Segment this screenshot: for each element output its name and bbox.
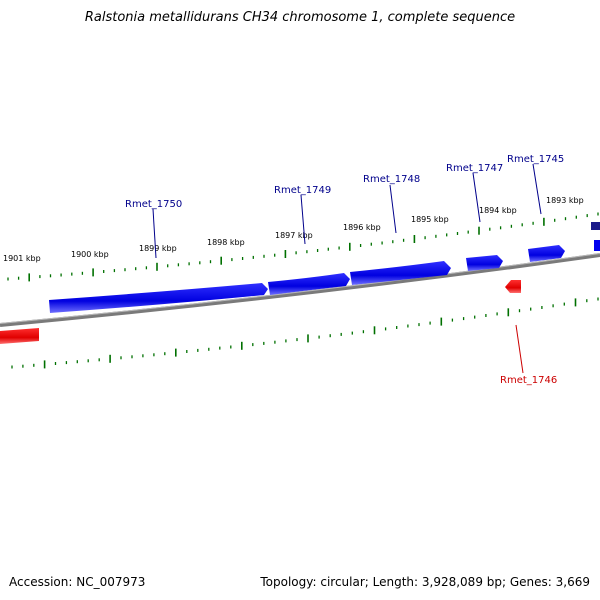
gene-label-rmet-1746[interactable]: Rmet_1746 — [500, 375, 557, 386]
kbp-label: 1893 kbp — [546, 196, 584, 205]
forward-strand-genes — [49, 222, 600, 313]
kbp-label: 1900 kbp — [71, 250, 109, 259]
gene-rmet-1748[interactable] — [350, 261, 451, 285]
gene-label-rmet-1748[interactable]: Rmet_1748 — [363, 174, 420, 185]
genome-summary-text: Topology: circular; Length: 3,928,089 bp… — [260, 575, 590, 589]
gene-label-rmet-1745[interactable]: Rmet_1745 — [507, 154, 564, 165]
gene-label-lines — [152, 163, 542, 374]
gene-rmet-1746[interactable] — [505, 280, 521, 293]
kbp-label: 1894 kbp — [479, 206, 517, 215]
accession-text: Accession: NC_007973 — [9, 575, 146, 589]
kbp-label: 1897 kbp — [275, 231, 313, 240]
outer-tick-track — [7, 212, 599, 282]
kbp-label: 1896 kbp — [343, 223, 381, 232]
gene-label-rmet-1749[interactable]: Rmet_1749 — [274, 185, 331, 196]
gene-partial-edge — [594, 240, 600, 251]
genome-backbone-highlight — [0, 253, 600, 324]
gene-partial-edge — [591, 222, 600, 230]
gene-labels: Rmet_1750 Rmet_1749 Rmet_1748 Rmet_1747 … — [125, 154, 564, 386]
gene-rmet-1750[interactable] — [49, 283, 268, 313]
gene-partial-left — [0, 328, 39, 344]
gene-label-rmet-1747[interactable]: Rmet_1747 — [446, 163, 503, 174]
kbp-label: 1898 kbp — [207, 238, 245, 247]
gene-rmet-1749[interactable] — [268, 273, 350, 295]
kbp-labels: 1901 kbp 1900 kbp 1899 kbp 1898 kbp 1897… — [3, 196, 584, 263]
inner-tick-track — [11, 297, 599, 369]
kbp-label: 1899 kbp — [139, 244, 177, 253]
gene-label-rmet-1750[interactable]: Rmet_1750 — [125, 199, 182, 210]
kbp-label: 1901 kbp — [3, 254, 41, 263]
gene-rmet-1745[interactable] — [528, 245, 565, 262]
genome-backbone — [0, 253, 600, 327]
reverse-strand-genes — [0, 280, 521, 344]
gene-rmet-1747[interactable] — [466, 255, 503, 271]
map-title: Ralstonia metallidurans CH34 chromosome … — [84, 10, 516, 25]
kbp-label: 1895 kbp — [411, 215, 449, 224]
